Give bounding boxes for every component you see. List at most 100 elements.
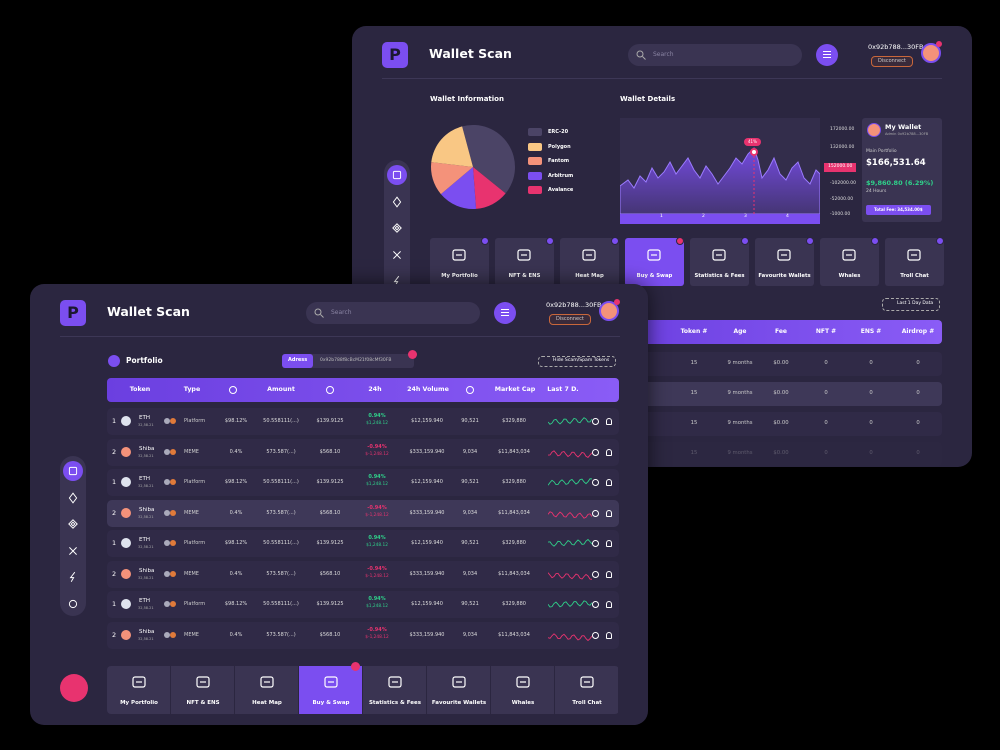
- nav-tile[interactable]: Whales: [491, 666, 555, 714]
- share: 0.4%: [229, 448, 243, 455]
- icon-shape: [642, 56, 646, 60]
- nav-label: Statistics & Fees: [368, 700, 422, 706]
- row-action[interactable]: [592, 570, 599, 578]
- column-header: NFT #: [815, 328, 837, 335]
- nav-tile[interactable]: Buy & Swap: [625, 237, 684, 286]
- table-cell: 9 months: [727, 450, 753, 456]
- token-icon: [121, 507, 131, 518]
- row-alert[interactable]: [606, 509, 612, 517]
- tile-icon: [516, 676, 530, 688]
- chain-badge: [164, 448, 170, 455]
- icon-shape: [636, 50, 644, 58]
- nav-tile[interactable]: Favourite Wallets: [427, 666, 491, 714]
- amount: 573.587(...): [266, 631, 296, 638]
- disconnect-button[interactable]: Disconnect: [549, 314, 591, 325]
- table-cell: 9 months: [727, 420, 753, 426]
- icon-shape: [452, 249, 466, 261]
- row-alert[interactable]: [606, 479, 612, 486]
- header-icon: [229, 386, 237, 394]
- back-button[interactable]: [108, 355, 120, 367]
- icon-shape: [260, 676, 274, 688]
- row-alert[interactable]: [606, 418, 612, 425]
- type: MEME: [184, 448, 199, 455]
- menu-button[interactable]: [494, 302, 516, 324]
- nav-tile[interactable]: NFT & ENS: [495, 237, 554, 286]
- nav-tile[interactable]: NFT & ENS: [171, 666, 235, 714]
- table-cell: 0: [869, 450, 873, 456]
- column-header: Fee: [775, 328, 787, 335]
- search-box[interactable]: Search: [306, 302, 480, 324]
- filter-button[interactable]: Last 1 Day Data: [882, 298, 941, 311]
- y-tick-label: 172000.00: [830, 127, 855, 132]
- nav-label: Buy & Swap: [312, 700, 350, 706]
- row-action[interactable]: [592, 601, 599, 608]
- nav-tile[interactable]: Heat Map: [235, 666, 299, 714]
- nav-tile[interactable]: Favourite Wallets: [755, 237, 814, 286]
- icon[interactable]: [67, 518, 79, 530]
- nav-tile[interactable]: Statistics & Fees: [690, 237, 749, 286]
- table-row: [612, 382, 942, 406]
- row-alert[interactable]: [606, 448, 612, 456]
- filter-button[interactable]: Hide Scam/Spam Tokens: [538, 356, 617, 367]
- search-box[interactable]: Search: [628, 44, 802, 66]
- holders: 9,034: [462, 570, 478, 577]
- icon[interactable]: [67, 545, 79, 557]
- legend-swatch: [528, 142, 542, 151]
- nav-tile[interactable]: Statistics & Fees: [363, 666, 427, 714]
- market-cap: $11,843,034: [498, 509, 530, 516]
- icon[interactable]: [67, 465, 79, 477]
- holders: 9,034: [462, 509, 478, 516]
- nav-tile[interactable]: Buy & Swap: [299, 662, 363, 714]
- row-alert[interactable]: [606, 540, 612, 547]
- disconnect-button[interactable]: Disconnect: [871, 56, 913, 67]
- column-header: Token #: [680, 328, 708, 335]
- row-action[interactable]: [592, 418, 599, 425]
- token-sub: 32,58.21: [138, 514, 154, 519]
- address-value: 0x92b788f8cBcM21f08cMf30FB: [320, 357, 392, 363]
- nav-tile[interactable]: Whales: [820, 237, 879, 286]
- tile-icon: [777, 249, 791, 261]
- change: 0.94%: [368, 535, 386, 541]
- sparkline: [548, 449, 592, 458]
- assistant-button[interactable]: [60, 674, 88, 702]
- token-name: Shiba: [139, 445, 155, 452]
- row-action[interactable]: [592, 448, 599, 456]
- token-sub: 32,58.21: [138, 545, 154, 549]
- row-alert[interactable]: [606, 631, 612, 639]
- address-label: Adress: [282, 354, 314, 368]
- change: -0.94%: [367, 504, 387, 511]
- icon[interactable]: [391, 275, 403, 287]
- icon[interactable]: [391, 222, 403, 234]
- row-alert[interactable]: [606, 570, 612, 578]
- menu-button[interactable]: [816, 44, 838, 66]
- nav-tile[interactable]: My Portfolio: [430, 237, 489, 286]
- nav-tile[interactable]: Troll Chat: [885, 237, 944, 286]
- icon-shape: [777, 249, 791, 261]
- sparkline-line: [548, 632, 592, 641]
- table-row: 1 ETH 32,58.21 Platform $98.12% 50.558111(...…: [107, 530, 619, 557]
- icon[interactable]: [67, 571, 79, 583]
- icon[interactable]: [67, 598, 79, 610]
- chain-badge: [170, 570, 176, 577]
- holders: 9,034: [462, 448, 478, 455]
- portfolio-label: Main Portfolio: [866, 149, 897, 154]
- icon[interactable]: [67, 491, 79, 504]
- table-cell: 9 months: [727, 390, 753, 396]
- icon-shape: [582, 249, 596, 261]
- row-alert[interactable]: [606, 601, 612, 608]
- icon[interactable]: [391, 169, 403, 181]
- row-action[interactable]: [592, 509, 599, 517]
- nav-tile[interactable]: My Portfolio: [107, 666, 171, 714]
- price: $139.9125: [316, 479, 344, 485]
- nav-tile[interactable]: Heat Map: [560, 237, 619, 286]
- row-action[interactable]: [592, 631, 599, 639]
- table-row: [612, 442, 942, 466]
- row-action[interactable]: [592, 479, 599, 486]
- chain-badge: [164, 479, 170, 485]
- nav-tile[interactable]: Troll Chat: [555, 666, 619, 714]
- tile-icon: [580, 676, 594, 688]
- row-action[interactable]: [592, 540, 599, 547]
- icon[interactable]: [391, 249, 403, 261]
- wallet-title: My Wallet: [885, 123, 922, 131]
- icon[interactable]: [391, 195, 403, 208]
